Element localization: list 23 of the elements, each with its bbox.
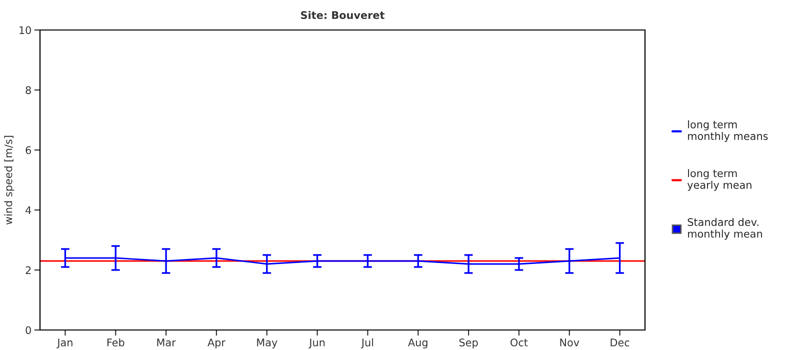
chart-title: Site: Bouveret bbox=[301, 10, 384, 20]
y-tick-label: 0 bbox=[26, 326, 31, 334]
x-tick-label: Jan bbox=[56, 338, 72, 348]
x-tick-label: Jul bbox=[360, 338, 374, 348]
x-tick-label: May bbox=[257, 338, 278, 348]
text: Standard dev. monthly mean bbox=[688, 218, 762, 240]
legend-label: long term yearly mean bbox=[687, 169, 752, 191]
y-tick-label: 2 bbox=[26, 266, 31, 274]
x-tick-label: Sep bbox=[459, 338, 478, 348]
x-tick-label: Oct bbox=[510, 338, 528, 346]
legend-label: long term monthly means bbox=[688, 120, 768, 142]
x-tick-label: Dec bbox=[610, 338, 630, 346]
y-tick-label: 8 bbox=[26, 86, 31, 94]
x-tick-label: Aug bbox=[408, 338, 428, 348]
x-tick-label: Mar bbox=[157, 338, 176, 346]
y-tick-label: 6 bbox=[26, 146, 32, 154]
y-tick-label: 4 bbox=[26, 206, 32, 214]
y-axis-title: wind speed [m/s] bbox=[4, 136, 14, 225]
x-tick-label: Feb bbox=[107, 338, 124, 346]
y-tick-label: 10 bbox=[20, 26, 31, 34]
x-tick-label: Nov bbox=[560, 338, 580, 346]
x-tick-label: Apr bbox=[208, 338, 226, 348]
x-tick-label: Jun bbox=[308, 338, 325, 348]
